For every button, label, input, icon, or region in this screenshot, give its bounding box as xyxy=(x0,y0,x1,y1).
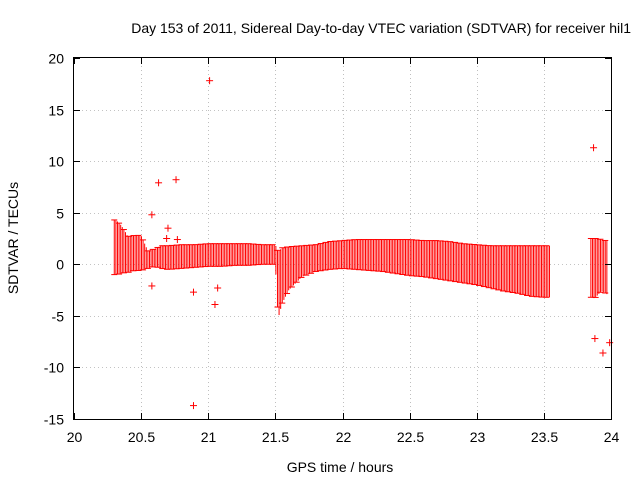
x-tick-label: 22.5 xyxy=(397,429,424,445)
data-point xyxy=(590,144,598,152)
y-tick-label: -5 xyxy=(52,309,65,325)
data-point xyxy=(148,211,156,219)
data-point xyxy=(163,235,171,242)
data-point xyxy=(164,224,172,232)
x-tick-label: 21.5 xyxy=(262,429,289,445)
y-tick-label: 5 xyxy=(56,206,64,222)
series-1-errorbars xyxy=(587,238,609,299)
data-layer xyxy=(111,77,614,410)
x-tick-label: 24 xyxy=(604,429,620,445)
ticks-layer: 20 20.5 21 21.5 22 22.5 23 23.5 24 20 15 10 5 0 -5 -10 -… xyxy=(44,51,620,446)
y-axis-label: SDTVAR / TECUs xyxy=(5,182,21,294)
y-tick-label: -10 xyxy=(44,360,64,376)
data-point xyxy=(189,402,197,410)
data-point xyxy=(148,282,156,290)
data-point xyxy=(214,284,222,292)
data-point xyxy=(599,349,607,357)
data-point xyxy=(211,301,219,309)
series-2-points xyxy=(148,77,614,410)
series-0-errorbars xyxy=(111,219,550,316)
data-point xyxy=(189,288,197,296)
y-tick-label: -15 xyxy=(44,412,64,428)
y-tick-label: 0 xyxy=(56,257,64,273)
x-tick-label: 22 xyxy=(336,429,352,445)
x-tick-label: 23.5 xyxy=(531,429,558,445)
chart-title: Day 153 of 2011, Sidereal Day-to-day VTE… xyxy=(131,20,631,36)
x-tick-label: 20.5 xyxy=(128,429,155,445)
plot-frame xyxy=(73,57,612,420)
x-tick-label: 23 xyxy=(470,429,486,445)
x-tick-label: 21 xyxy=(201,429,217,445)
data-point xyxy=(606,339,614,347)
grid-layer xyxy=(74,58,611,419)
data-point xyxy=(591,335,599,343)
y-tick-label: 10 xyxy=(48,154,64,170)
data-point xyxy=(155,179,163,187)
data-point xyxy=(173,236,181,244)
data-point xyxy=(206,77,214,85)
x-axis-label: GPS time / hours xyxy=(287,459,394,475)
y-tick-label: 20 xyxy=(48,51,64,67)
x-tick-label: 20 xyxy=(67,429,83,445)
y-tick-label: 15 xyxy=(48,103,64,119)
data-point xyxy=(172,176,180,184)
